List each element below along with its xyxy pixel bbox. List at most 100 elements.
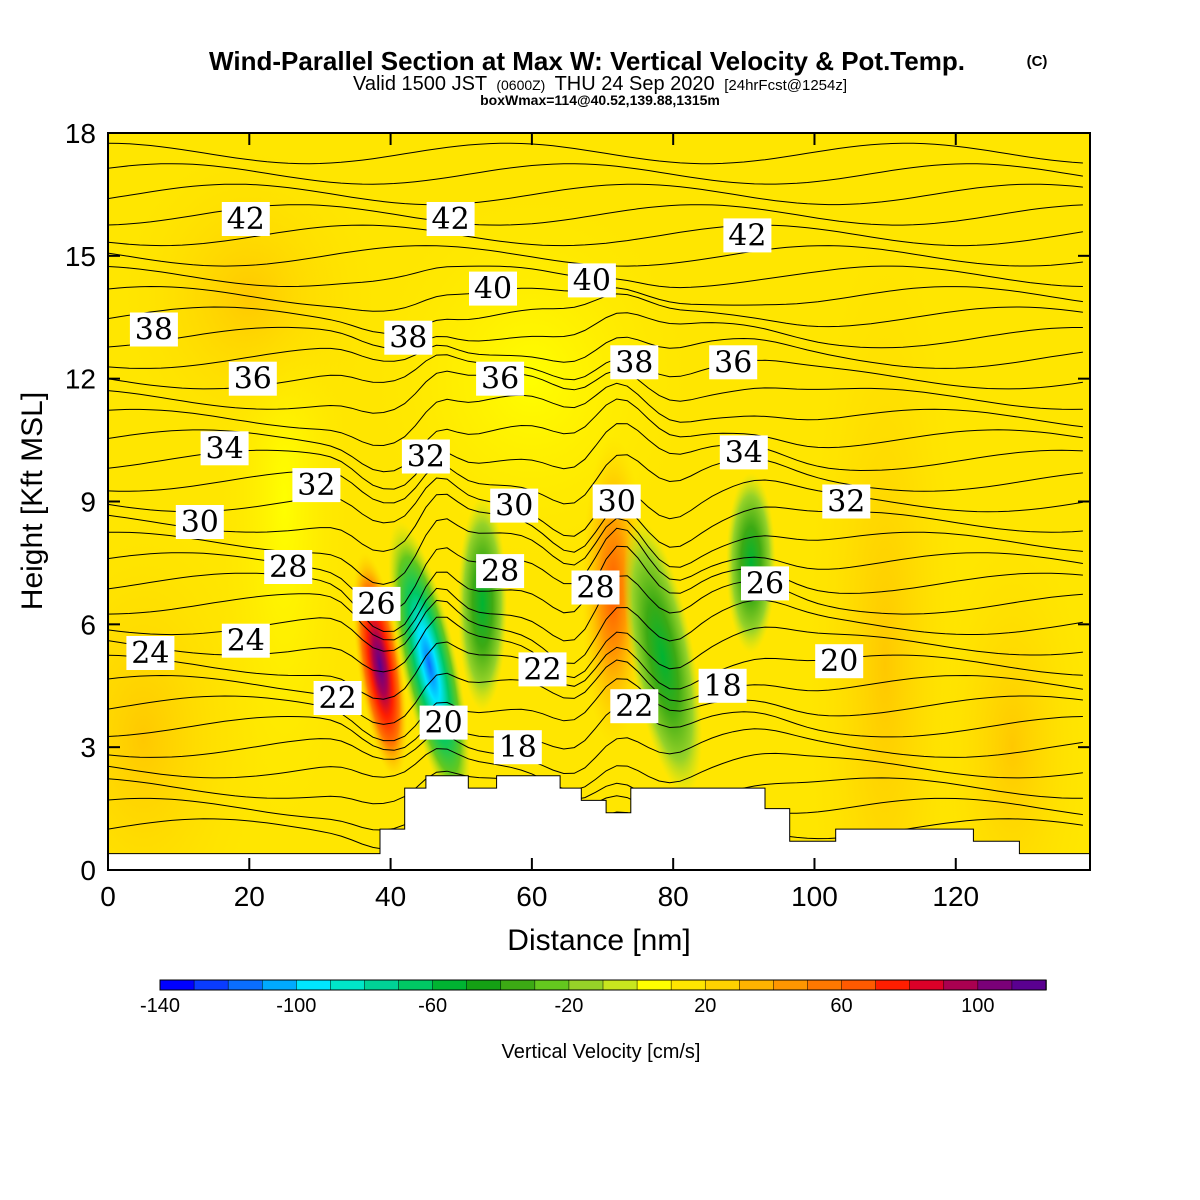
theta-contour-line (108, 575, 1083, 642)
x-tick-label: 20 (234, 881, 265, 912)
y-tick-label: 3 (80, 732, 96, 763)
theta-label-text: 36 (234, 362, 272, 397)
theta-label-text: 34 (206, 431, 244, 466)
colorbar-swatch (704, 979, 741, 991)
theta-contour-line (108, 728, 1083, 775)
theta-contour-line (108, 312, 1083, 349)
theta-label: 18 (698, 668, 747, 704)
theta-label-box (822, 484, 871, 519)
theta-contour-line (108, 369, 1083, 414)
theta-label-box (426, 202, 475, 236)
theta-label-text: 38 (389, 321, 427, 356)
colorbar-swatch (773, 979, 809, 991)
theta-label: 40 (567, 263, 616, 298)
velocity-blob-weak (927, 501, 1090, 870)
x-tick-label: 40 (375, 881, 406, 912)
theta-label-box (129, 312, 178, 347)
theta-contour-line (108, 599, 1083, 664)
valid-time-line: Valid 1500 JST (0600Z) THU 24 Sep 2020 [… (353, 73, 847, 95)
theta-label-box (292, 468, 341, 503)
theta-label: 38 (129, 312, 178, 348)
colorbar-swatch (398, 979, 434, 991)
theta-label: 22 (518, 652, 567, 687)
theta-label-text: 42 (227, 202, 265, 237)
theta-label-box (709, 345, 758, 380)
theta-contour-line (108, 616, 1083, 679)
theta-contour-line (108, 659, 1083, 725)
theta-label: 30 (490, 488, 539, 524)
colorbar-swatch (841, 979, 877, 991)
theta-label-text: 38 (615, 345, 653, 380)
theta-label-text: 22 (319, 681, 357, 716)
colorbar: -140 -100 -60 -20 20 60 100 (140, 979, 1047, 1017)
colorbar-tick-label: 20 (694, 995, 716, 1017)
theta-label: 42 (723, 218, 772, 253)
theta-label-box (567, 263, 616, 298)
x-tick-label: 0 (100, 881, 116, 912)
x-tick-label: 120 (932, 881, 979, 912)
colorbar-swatch (909, 979, 945, 991)
theta-label-text: 32 (297, 468, 335, 503)
colorbar-swatch (636, 979, 672, 991)
theta-label-box (610, 689, 659, 724)
boxwmax-line: boxWmax=114@40.52,139.88,1315m (480, 92, 720, 108)
colorbar-swatch (875, 979, 911, 991)
theta-contour-line (108, 336, 1083, 369)
copyright-mark: (C) (1027, 53, 1048, 70)
colorbar-tick-label: 60 (830, 995, 852, 1017)
theta-label-box (126, 636, 175, 670)
colorbar-swatch (739, 979, 775, 991)
y-tick-label: 12 (65, 364, 96, 395)
theta-label-text: 28 (269, 550, 307, 585)
theta-contour-line (108, 641, 1083, 700)
theta-label: 18 (493, 730, 542, 765)
theta-label-text: 20 (820, 644, 858, 679)
theta-label-box (469, 271, 517, 306)
theta-label: 42 (221, 202, 270, 237)
theta-label-box (313, 681, 362, 715)
theta-label-box (493, 730, 542, 765)
theta-contour-line (108, 163, 1083, 185)
theta-label-text: 36 (481, 362, 519, 397)
y-tick-label: 9 (80, 487, 96, 518)
theta-label-text: 26 (357, 587, 395, 622)
y-axis-label: Height [Kft MSL] (16, 392, 49, 610)
theta-label: 32 (822, 484, 871, 520)
colorbar-swatch (500, 979, 536, 991)
theta-label: 36 (709, 345, 758, 380)
theta-label-text: 42 (728, 218, 766, 253)
colorbar-tick-label: -140 (140, 995, 180, 1017)
theta-label: 40 (469, 271, 517, 307)
theta-contour-line (108, 678, 1083, 742)
theta-label-text: 40 (573, 263, 611, 298)
theta-label: 32 (292, 468, 341, 503)
theta-label-box (221, 202, 270, 236)
theta-label-box (518, 652, 567, 687)
theta-label-text: 26 (746, 566, 784, 601)
theta-label-text: 40 (474, 272, 512, 307)
theta-label-text: 34 (725, 435, 763, 470)
theta-label-text: 32 (407, 440, 445, 475)
colorbar-swatch (807, 979, 843, 991)
theta-label: 32 (401, 439, 450, 475)
theta-label: 28 (476, 554, 525, 589)
theta-label-box (401, 439, 450, 474)
colorbar-swatch (432, 979, 468, 991)
theta-label-text: 28 (576, 571, 614, 606)
theta-label-box (228, 361, 277, 396)
x-axis-label: Distance [nm] (507, 924, 690, 957)
theta-label-text: 22 (615, 689, 653, 724)
colorbar-swatch (670, 979, 706, 991)
valid-utc: (0600Z) (496, 77, 545, 93)
theta-contour-line (108, 224, 1083, 247)
colorbar-swatch (534, 979, 570, 991)
theta-label-box (200, 431, 249, 466)
theta-label: 34 (719, 435, 768, 470)
theta-label-box (352, 586, 401, 621)
chart-title-block: Wind-Parallel Section at Max W: Vertical… (209, 46, 1047, 108)
theta-label-box (719, 435, 768, 470)
colorbar-tick-label: -100 (276, 995, 316, 1017)
theta-label-text: 30 (495, 489, 533, 524)
